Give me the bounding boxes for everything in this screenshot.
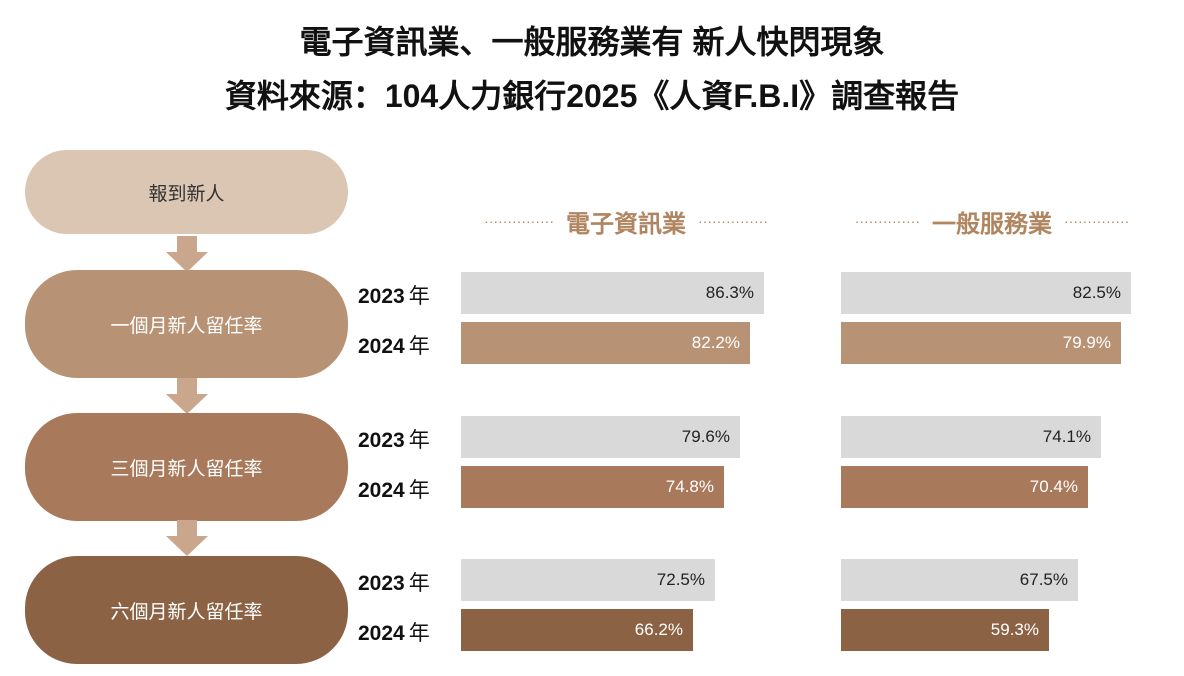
bar-2024: [841, 609, 1049, 651]
stage-one-month-label: 一個月新人留任率: [110, 315, 263, 337]
bar-value-label: 82.5%: [1072, 283, 1121, 302]
bar-2024: [841, 466, 1088, 508]
year-label: 2024 年: [358, 335, 430, 358]
bar-2023: [461, 416, 740, 458]
group-header-services: ·············· 一般服務業 ··············: [832, 201, 1152, 241]
bar-value-label: 66.2%: [634, 620, 683, 639]
bar-value-label: 67.5%: [1019, 570, 1068, 589]
stage-six-month: 六個月新人留任率: [25, 556, 348, 664]
dots-divider: ···············: [484, 213, 554, 229]
bar-value-label: 82.2%: [691, 333, 740, 352]
stage-three-month: 三個月新人留任率: [25, 413, 348, 521]
flow-arrow-2: [166, 378, 208, 414]
start-stage-label: 報到新人: [148, 183, 225, 205]
bar-2023: [841, 272, 1131, 314]
bar-value-label: 59.3%: [990, 620, 1039, 639]
group-name-services: 一般服務業: [932, 210, 1052, 238]
dots-divider: ···············: [698, 213, 768, 229]
group-header-electronics: ··············· 電子資訊業 ···············: [450, 201, 802, 241]
chart-title: 電子資訊業、一般服務業有 新人快閃現象: [299, 24, 885, 60]
bar-2024: [841, 322, 1121, 364]
bar-2024: [461, 322, 750, 364]
stage-one-month: 一個月新人留任率: [25, 270, 348, 378]
bar-2024: [461, 609, 693, 651]
bar-value-label: 70.4%: [1029, 477, 1078, 496]
stage-six-month-label: 六個月新人留任率: [110, 601, 263, 623]
chart-subtitle: 資料來源：104人力銀行2025《人資F.B.I》調查報告: [224, 78, 960, 114]
bar-2023: [841, 559, 1078, 601]
bar-value-label: 74.1%: [1042, 427, 1091, 446]
bar-2023: [841, 416, 1101, 458]
year-label: 2024 年: [358, 622, 430, 645]
bar-value-label: 72.5%: [656, 570, 705, 589]
year-label: 2023 年: [358, 572, 430, 595]
year-label: 2024 年: [358, 479, 430, 502]
bar-2023: [461, 272, 764, 314]
group-name-electronics: 電子資訊業: [566, 210, 686, 238]
start-stage: 報到新人: [25, 150, 348, 234]
flow-arrow-1: [166, 236, 208, 272]
bar-value-label: 86.3%: [705, 283, 754, 302]
dots-divider: ··············: [854, 213, 920, 229]
bar-value-label: 74.8%: [665, 477, 714, 496]
bar-value-label: 79.6%: [681, 427, 730, 446]
bar-2024: [461, 466, 724, 508]
bar-2023: [461, 559, 715, 601]
year-label: 2023 年: [358, 285, 430, 308]
dots-divider: ··············: [1064, 213, 1130, 229]
stage-three-month-label: 三個月新人留任率: [110, 458, 263, 480]
bar-value-label: 79.9%: [1062, 333, 1111, 352]
flow-arrow-3: [166, 520, 208, 556]
year-label: 2023 年: [358, 429, 430, 452]
